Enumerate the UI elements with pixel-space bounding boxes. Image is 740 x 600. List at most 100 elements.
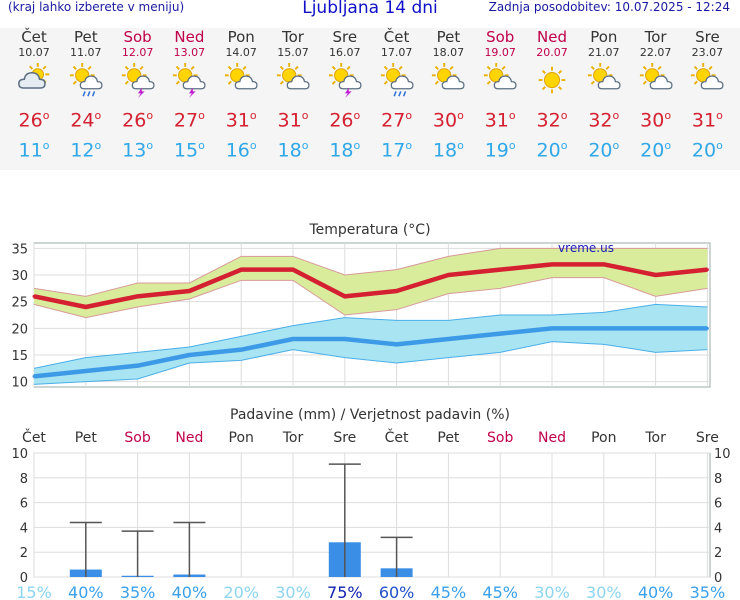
max-temperature-line <box>33 262 708 310</box>
min-temperature: 20o <box>691 139 723 162</box>
precipitation-probability: 40% <box>68 583 104 600</box>
max-temperature: 31o <box>277 109 309 132</box>
day-date: 10.07 <box>18 46 50 59</box>
temperature-point <box>291 268 295 272</box>
last-update: Zadnja posodobitev: 10.07.2025 - 12:24 <box>488 0 730 14</box>
min-temperature: 20o <box>640 139 672 162</box>
day-column: Pon 21.07 32o 20o <box>578 28 630 162</box>
max-temperature: 24o <box>70 109 102 132</box>
day-column: Pet 11.07 24o 12o <box>60 28 112 162</box>
day-name: Sre <box>332 28 358 46</box>
y-tick-label-right: 6 <box>714 497 722 512</box>
day-name: Čet <box>21 28 47 46</box>
temperature-point <box>187 353 191 357</box>
precipitation-probability: 35% <box>120 583 156 600</box>
day-column: Sre 16.07 26o 18o <box>319 28 371 162</box>
temperature-point <box>654 273 658 277</box>
day-name: Tor <box>644 28 667 46</box>
temperature-point <box>84 369 88 373</box>
sun-cloud-icon <box>225 63 258 90</box>
temperature-point <box>602 262 606 266</box>
day-name: Pet <box>436 28 461 46</box>
precipitation-probability: 30% <box>534 583 570 600</box>
min-temperature: 18o <box>277 139 309 162</box>
min-temperature: 20o <box>588 139 620 162</box>
day-name: Čet <box>383 28 410 46</box>
location-hint[interactable]: (kraj lahko izberete v meniju) <box>8 0 185 14</box>
min-temperature: 13o <box>122 139 154 162</box>
precipitation-chart-title: Padavine (mm) / Verjetnost padavin (%) <box>230 407 510 423</box>
x-tick-label: Čet <box>22 428 46 446</box>
day-date: 22.07 <box>639 46 672 59</box>
day-column: Pet 18.07 30o 18o <box>422 28 474 162</box>
sun-cloud-icon <box>432 63 465 90</box>
page-title: Ljubljana 14 dni <box>302 0 438 18</box>
day-date: 18.07 <box>432 46 465 59</box>
temperature-point <box>136 294 140 298</box>
day-column: Sob 19.07 31o 19o <box>474 28 526 162</box>
day-date: 21.07 <box>588 46 620 59</box>
day-column: Tor 15.07 31o 18o <box>267 28 319 162</box>
x-tick-label: Sob <box>124 430 150 446</box>
y-tick-label: 10 <box>11 376 28 391</box>
x-tick-label: Sre <box>333 430 356 446</box>
y-tick-label-right: 10 <box>714 447 731 462</box>
day-name: Pon <box>227 28 255 46</box>
max-temperature: 31o <box>484 109 516 132</box>
day-date: 12.07 <box>121 46 154 59</box>
sun-cloud-icon <box>587 63 621 90</box>
temperature-point <box>446 273 450 277</box>
min-temperature: 18o <box>329 139 361 162</box>
sun-cloud-icon <box>691 63 724 90</box>
y-tick-label-right: 8 <box>714 472 722 487</box>
temperature-point <box>343 294 347 298</box>
precipitation-probability: 75% <box>327 583 363 600</box>
day-column: Čet 10.07 26o 11o <box>8 28 60 162</box>
temperature-chart-title: Temperatura (°C) <box>308 222 430 238</box>
band-lower-edge <box>33 277 708 319</box>
precipitation-probability: 35% <box>690 583 726 600</box>
max-temperature: 27o <box>173 109 205 132</box>
day-date: 15.07 <box>277 46 309 59</box>
band-upper-edge <box>33 303 708 369</box>
day-column: Pon 14.07 31o 16o <box>215 28 267 162</box>
day-date: 20.07 <box>536 46 568 59</box>
max-temperature: 30o <box>640 109 672 132</box>
min-temperature: 11o <box>18 139 50 162</box>
day-name: Tor <box>282 28 304 46</box>
watermark: vreme.us <box>558 241 614 255</box>
min-temperature: 17o <box>381 139 413 162</box>
x-tick-label: Tor <box>282 430 304 446</box>
precipitation-probability: 45% <box>482 583 518 600</box>
day-name: Pon <box>590 28 618 46</box>
precipitation-probability: 40% <box>638 583 674 600</box>
y-tick-label-left: 10 <box>11 447 28 462</box>
min-temperature: 19o <box>484 139 516 162</box>
daily-forecast-strip: Čet 10.07 26o 11o Pet 11.07 24o 12o Sob 12.07 26o 1… <box>0 28 740 170</box>
sun-cloud-icon <box>276 63 310 90</box>
temperature-point <box>550 262 554 266</box>
y-tick-label: 25 <box>11 296 28 311</box>
precipitation-chart: Padavine (mm) / Verjetnost padavin (%) Če… <box>11 407 731 600</box>
day-column: Sob 12.07 26o 13o <box>112 28 164 162</box>
y-tick-label-left: 2 <box>20 546 28 561</box>
precipitation-probability: 60% <box>379 583 415 600</box>
min-temperature: 12o <box>70 139 102 162</box>
temperature-point <box>654 326 658 330</box>
cloud-sun-icon <box>18 63 50 89</box>
max-temperature: 26o <box>18 109 50 132</box>
temperature-chart: Temperatura (°C) 10 15 20 25 30 35 vreme.us <box>11 222 711 391</box>
sun-cloud-storm-icon <box>173 63 206 99</box>
temperature-point <box>84 305 88 309</box>
x-tick-label: Pon <box>591 430 616 446</box>
sun-cloud-icon <box>484 63 517 90</box>
plot-area <box>33 452 711 578</box>
min-temperature: 15o <box>173 139 205 162</box>
temperature-point <box>32 374 36 378</box>
x-tick-label: Pet <box>437 430 460 446</box>
day-name: Sob <box>123 28 152 46</box>
sun-cloud-rain-icon <box>69 63 103 97</box>
day-name: Ned <box>537 28 567 46</box>
min-temperature: 16o <box>225 139 257 162</box>
day-column: Čet 17.07 27o 17o <box>371 28 423 162</box>
